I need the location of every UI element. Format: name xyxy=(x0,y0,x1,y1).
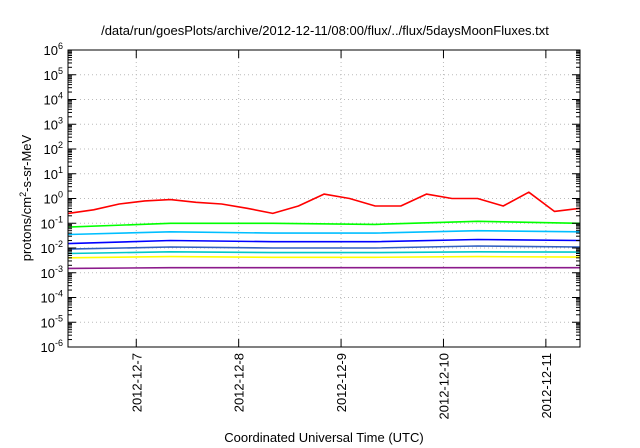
y-tick-label: 105 xyxy=(44,66,63,83)
series-line xyxy=(67,191,581,215)
y-tick-label-exponent: 3 xyxy=(58,115,63,125)
y-tick-label-exponent: 6 xyxy=(58,41,63,51)
y-tick-label-exponent: 0 xyxy=(58,190,63,200)
y-tick-label-exponent: -1 xyxy=(55,214,63,224)
series-line xyxy=(67,251,581,255)
y-tick-label: 10-4 xyxy=(41,289,63,306)
y-tick-label-exponent: 4 xyxy=(58,91,63,101)
y-tick-label-exponent: 2 xyxy=(58,140,63,150)
y-tick-label-base: 10 xyxy=(44,192,58,207)
grid xyxy=(68,50,580,347)
y-tick-label: 101 xyxy=(44,165,63,182)
y-axis-label-base: protons/cm xyxy=(19,197,34,261)
y-tick-label-base: 10 xyxy=(44,167,58,182)
y-tick-label: 103 xyxy=(44,115,63,132)
y-tick-label: 104 xyxy=(44,91,63,108)
y-tick-label-base: 10 xyxy=(41,291,55,306)
y-tick-label: 10-2 xyxy=(41,239,63,256)
y-axis-label-sup: 2 xyxy=(18,192,28,197)
series-line xyxy=(67,266,580,270)
y-tick-label: 100 xyxy=(44,190,63,207)
y-tick-label-base: 10 xyxy=(44,142,58,157)
y-tick-label: 10-6 xyxy=(41,338,63,355)
y-tick-label-base: 10 xyxy=(44,68,58,83)
y-tick-label: 10-5 xyxy=(41,313,63,330)
y-tick-label: 10-3 xyxy=(41,264,63,281)
y-tick-label: 102 xyxy=(44,140,63,157)
y-tick-label-exponent: -2 xyxy=(55,239,63,249)
y-axis-label: protons/cm2-s-sr-MeV xyxy=(18,134,34,261)
y-tick-label-base: 10 xyxy=(44,117,58,132)
y-axis-label-rest: -s-sr-MeV xyxy=(19,134,34,191)
chart-title: /data/run/goesPlots/archive/2012-12-11/0… xyxy=(101,23,549,38)
y-tick-label: 10-1 xyxy=(41,214,63,231)
y-tick-label-exponent: -3 xyxy=(55,264,63,274)
series-line xyxy=(67,220,581,228)
x-tick-label: 2012-12-11 xyxy=(539,353,554,419)
y-tick-label-base: 10 xyxy=(41,216,55,231)
y-tick-label-exponent: -4 xyxy=(55,289,63,299)
axes: 10-610-510-410-310-210-11001011021031041… xyxy=(41,41,580,420)
series-line xyxy=(67,229,581,236)
y-tick-label-base: 10 xyxy=(41,241,55,256)
x-tick-label: 2012-12-7 xyxy=(129,353,144,412)
y-tick-label-exponent: -5 xyxy=(55,313,63,323)
series-line xyxy=(67,255,581,259)
series-line xyxy=(67,238,581,245)
y-tick-label-base: 10 xyxy=(44,93,58,108)
x-axis-label: Coordinated Universal Time (UTC) xyxy=(224,430,423,445)
y-tick-label-base: 10 xyxy=(41,266,55,281)
x-tick-label: 2012-12-8 xyxy=(232,353,247,412)
series-line xyxy=(67,245,581,250)
x-tick-label: 2012-12-10 xyxy=(436,353,451,420)
y-tick-label-exponent: 1 xyxy=(58,165,63,175)
y-tick-label-exponent: -6 xyxy=(55,338,63,348)
y-tick-label-base: 10 xyxy=(44,43,58,58)
y-tick-label-base: 10 xyxy=(41,340,55,355)
y-tick-label-exponent: 5 xyxy=(58,66,63,76)
y-tick-label-base: 10 xyxy=(41,315,55,330)
series-layer xyxy=(67,191,581,270)
y-tick-label: 106 xyxy=(44,41,63,58)
x-tick-label: 2012-12-9 xyxy=(334,353,349,412)
